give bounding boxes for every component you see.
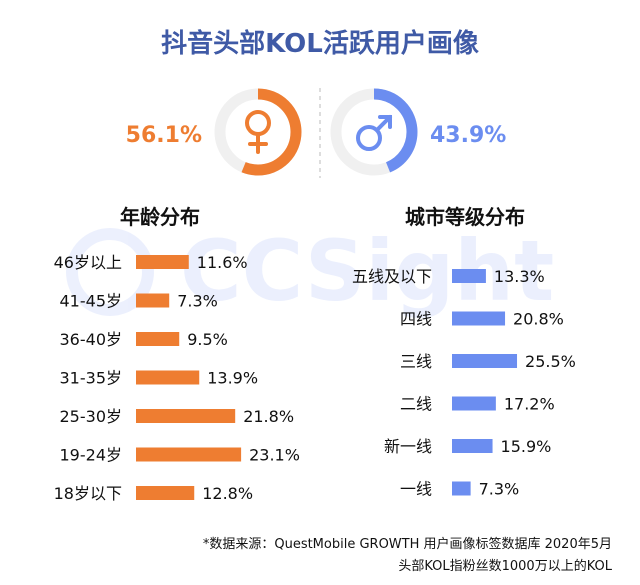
- category-label: 31-35岁: [60, 369, 123, 388]
- data-label: 25.5%: [525, 352, 576, 371]
- bar: [452, 481, 471, 496]
- category-label: 新一线: [384, 437, 432, 456]
- footnote-line2: 头部KOL指粉丝数1000万以上的KOL: [398, 558, 612, 574]
- bar: [136, 409, 236, 423]
- data-label: 23.1%: [249, 446, 300, 465]
- bar: [452, 311, 506, 326]
- bar: [136, 332, 180, 346]
- data-label: 7.3%: [177, 292, 218, 311]
- category-label: 一线: [400, 480, 432, 499]
- bar: [136, 486, 195, 500]
- watermark: CCSight: [66, 222, 554, 320]
- data-label: 7.3%: [479, 480, 520, 499]
- watermark-logo-icon: [66, 228, 154, 316]
- category-label: 25-30岁: [60, 407, 123, 426]
- category-label: 三线: [400, 352, 432, 371]
- male-percent: 43.9%: [430, 123, 506, 148]
- data-label: 17.2%: [504, 395, 555, 414]
- data-label: 13.3%: [494, 267, 545, 286]
- category-label: 五线及以下: [352, 267, 432, 286]
- bar: [136, 255, 189, 269]
- bar: [452, 396, 496, 411]
- bar: [452, 269, 486, 283]
- category-label: 41-45岁: [60, 292, 123, 311]
- age-chart-title: 年龄分布: [120, 205, 200, 229]
- female-ring: [214, 88, 302, 176]
- data-label: 20.8%: [513, 310, 564, 329]
- category-label: 19-24岁: [60, 446, 123, 465]
- city-bar-chart: 五线及以下 13.3% 四线 20.8% 三线 25.5% 二线 17.2% 新一线 15.9% 一…: [352, 267, 576, 499]
- data-label: 9.5%: [187, 330, 228, 349]
- male-ring-arc: [330, 88, 418, 176]
- female-ring-arc: [214, 88, 302, 176]
- age-bar-chart: 46岁以上 11.6% 41-45岁 7.3% 36-40岁 9.5% 31-35岁 13.9…: [54, 253, 300, 503]
- male-symbol-icon: [356, 115, 392, 151]
- category-label: 46岁以上: [54, 253, 122, 272]
- category-label: 二线: [400, 395, 432, 414]
- data-label: 21.8%: [243, 407, 294, 426]
- data-label: 15.9%: [501, 437, 552, 456]
- male-ring: [330, 88, 418, 176]
- bar: [136, 370, 200, 385]
- footnote-line1: *数据来源：QuestMobile GROWTH 用户画像标签数据库 2020年…: [203, 536, 612, 552]
- data-label: 12.8%: [202, 484, 253, 503]
- bar: [136, 293, 170, 308]
- female-percent: 56.1%: [126, 123, 202, 148]
- data-label: 13.9%: [207, 369, 258, 388]
- city-chart-title: 城市等级分布: [405, 205, 525, 229]
- bar: [452, 439, 493, 453]
- category-label: 四线: [400, 310, 432, 329]
- female-symbol-icon: [245, 110, 271, 154]
- chart-title: 抖音头部KOL活跃用户画像: [161, 28, 480, 59]
- category-label: 18岁以下: [54, 484, 122, 503]
- watermark-text: CCSight: [180, 222, 554, 320]
- bar: [136, 447, 242, 462]
- data-label: 11.6%: [197, 253, 248, 272]
- bar: [452, 354, 518, 368]
- category-label: 36-40岁: [60, 330, 123, 349]
